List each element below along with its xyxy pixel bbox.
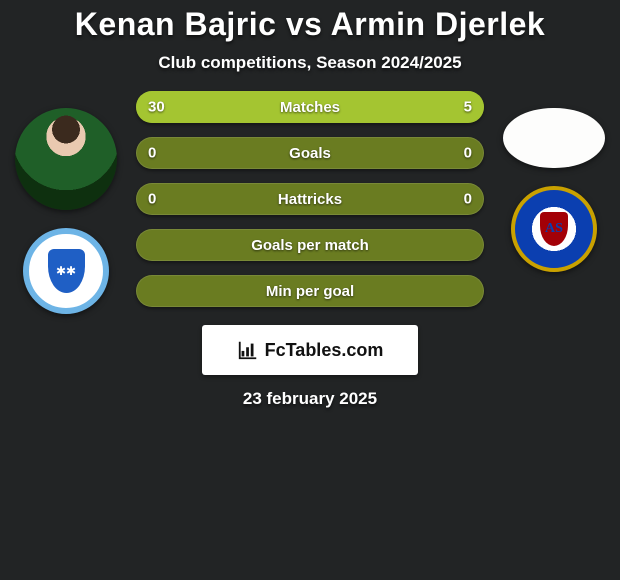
stat-label: Hattricks [278,191,342,208]
watermark-text: FcTables.com [265,340,384,361]
player1-avatar [15,108,117,210]
page-title: Kenan Bajric vs Armin Djerlek [0,6,620,43]
left-player-column [6,108,126,314]
subtitle: Club competitions, Season 2024/2025 [0,53,620,73]
stat-bar: Min per goal [136,275,484,307]
watermark: FcTables.com [202,325,418,375]
stat-label: Matches [280,99,340,116]
stat-bar: 30 5 Matches [136,91,484,123]
comparison-card: Kenan Bajric vs Armin Djerlek Club compe… [0,0,620,580]
stat-bar: 0 0 Hattricks [136,183,484,215]
stat-value-left: 0 [148,191,156,208]
stat-bar: 0 0 Goals [136,137,484,169]
stat-value-right: 0 [464,191,472,208]
stat-label: Goals per match [251,237,369,254]
stat-value-right: 5 [464,99,472,116]
player2-avatar [503,108,605,168]
stat-fill-right [407,91,484,123]
stat-value-left: 30 [148,99,165,116]
stat-value-left: 0 [148,145,156,162]
stat-label: Min per goal [266,283,354,300]
stat-value-right: 0 [464,145,472,162]
comparison-date: 23 february 2025 [0,389,620,409]
right-player-column [494,108,614,272]
stat-label: Goals [289,145,331,162]
player1-club-badge [23,228,109,314]
chart-icon [237,339,259,361]
player2-club-badge [511,186,597,272]
stat-bar: Goals per match [136,229,484,261]
stats-list: 30 5 Matches 0 0 Goals 0 0 Hattricks Goals per ma… [136,91,484,307]
stat-fill-left [136,91,407,123]
